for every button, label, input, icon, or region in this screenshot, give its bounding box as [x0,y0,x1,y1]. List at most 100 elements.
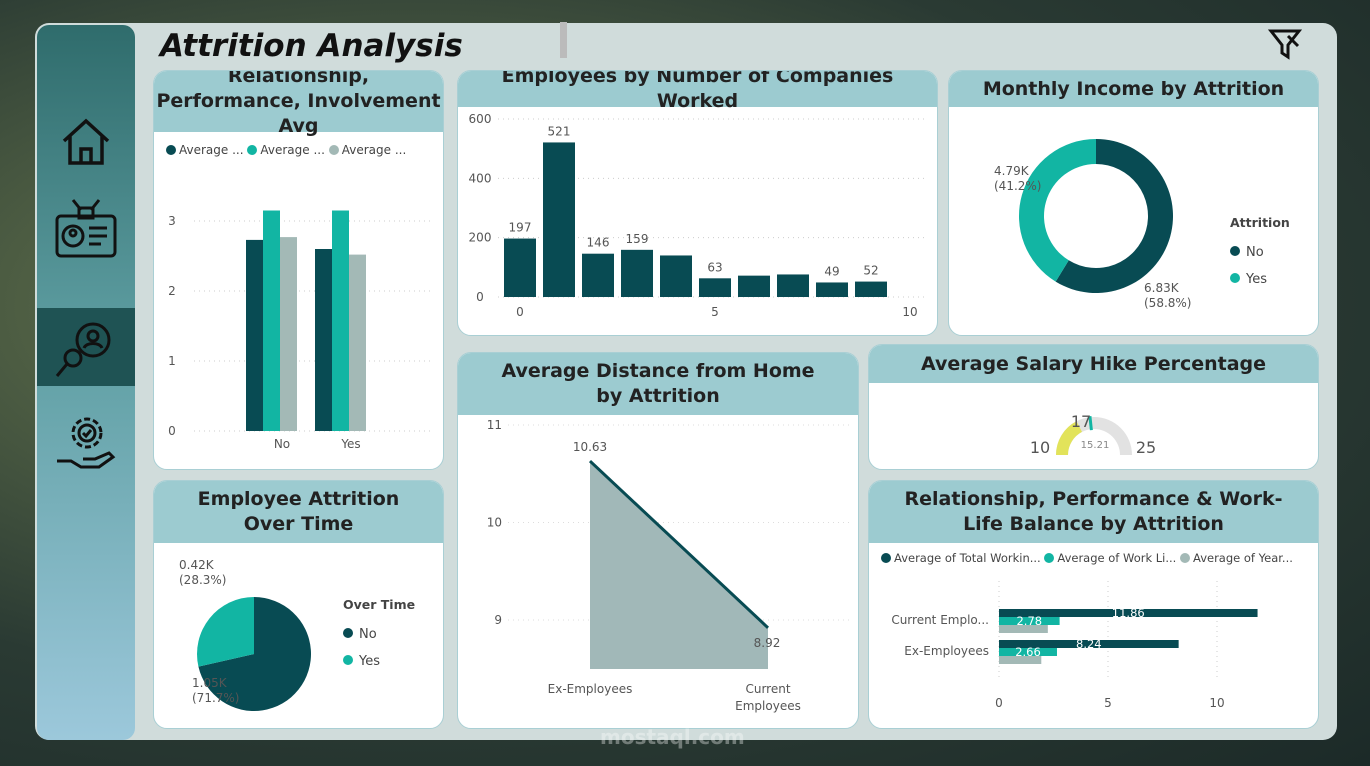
gauge-min-label: 10 [1030,438,1050,457]
slice-percent-label: (58.8%) [1144,296,1191,310]
data-label: 8.24 [1076,637,1102,651]
data-label: 10.63 [573,440,607,454]
data-label: 2.78 [1016,614,1042,628]
bar [999,609,1258,617]
x-tick-label: 0 [516,305,524,319]
legend-dot [881,553,891,563]
pie-slice [198,597,311,711]
nav-home[interactable] [37,103,135,181]
legend-title: Over Time [343,597,415,612]
bar [855,281,887,297]
y-tick-label: Ex-Employees [904,644,989,658]
x-tick-label: 5 [1104,696,1112,710]
x-tick-label: Employees [735,699,801,713]
y-tick-label: 600 [469,112,492,126]
legend-label: Average ... [179,143,244,157]
slice-percent-label: (71.7%) [192,691,239,705]
gauge-max-label: 25 [1136,438,1156,457]
gauge-salary-hike: 10 25 17 15.21 [1030,412,1156,457]
card-salary-hike: Average Salary Hike Percentage 10 25 17 15.… [868,344,1319,470]
x-tick-label: Ex-Employees [548,682,633,696]
data-label: 8.92 [754,636,781,650]
data-label: 197 [509,221,532,235]
data-label: 2.66 [1015,645,1041,659]
legend-dot [1230,246,1240,256]
bar [660,255,692,297]
legend-dot [328,145,339,155]
chart-distance-home: 9 10 11 10.63 8.92 Ex-Employees Current Employe… [487,418,853,713]
bar [621,249,653,297]
slice-value-label: 6.83K [1144,281,1180,295]
y-tick-label: 11 [487,418,502,432]
nav-employee[interactable] [37,190,135,268]
x-tick-label: 0 [995,696,1003,710]
card-companies-worked: Employees by Number of Companies Worked … [457,70,938,336]
y-tick-label: 10 [487,516,502,530]
page-title: Attrition Analysis [160,28,463,64]
card-distance-home: Average Distance from Home by Attrition … [457,352,859,729]
gauge-fill [1056,421,1083,455]
bar [999,648,1057,656]
card-title: Relationship, Performance & Work-Life Ba… [869,481,1318,543]
chart-worklife-balance: 0 5 10 Current Emplo... 11.86 2.78 Ex-Employee… [891,581,1258,710]
bar [738,275,770,297]
chart-monthly-income: 6.83K(58.8%) No 4.79K(41.2%) Yes Attrition [994,139,1290,310]
data-label: 63 [707,260,722,274]
x-tick-label: Current [745,682,790,696]
bar [280,237,297,431]
x-tick-label: 10 [1209,696,1224,710]
bar [543,142,575,297]
legend-label: No [1246,245,1264,260]
bar [332,210,349,431]
slice-percent-label: (28.3%) [179,573,226,587]
bar [263,210,280,431]
legend-dot [166,145,176,155]
bar [699,278,731,297]
gear-hand-icon [57,417,116,469]
bar [999,640,1179,648]
legend-dot [343,628,353,638]
legend-dot [1180,553,1190,563]
id-card-icon [55,199,117,258]
filter-clear-icon[interactable] [1268,28,1302,62]
bar [582,253,614,297]
data-label: 521 [548,124,571,138]
analysis-icon [55,322,111,377]
nav-analysis[interactable] [37,308,135,386]
divider [560,22,567,58]
y-tick-label: 400 [469,171,492,185]
legend-label: Average ... [341,143,407,157]
card-title: Relationship, Performance, Involvement A… [154,71,443,137]
y-tick-label: 2 [168,284,176,298]
gauge-target-label: 17 [1071,412,1091,431]
legend-label: Yes [1245,272,1267,287]
legend-title: Attrition [1230,215,1290,230]
sidebar [37,25,135,740]
card-monthly-income: Monthly Income by Attrition 6.83K (58.8%)… [948,70,1319,336]
x-tick-label: 5 [711,305,719,319]
card-attrition-overtime: Employee Attrition Over Time 1.05K (71.7%… [153,480,444,729]
watermark: mostaql.com [600,725,745,749]
bar [504,238,536,297]
slice-value-label: 1.05K [192,676,228,690]
slice-value-label: 4.79K [994,164,1030,178]
chart-attrition-overtime: 1.05K(71.7%) No 0.42K(28.3%) Yes Over Time [179,558,415,711]
chart-relationship-avg: 0 1 2 3 No Yes [168,210,434,451]
slice-percent-label: (41.2%) [994,179,1041,193]
legend-dot [1044,553,1055,563]
y-tick-label: 9 [494,613,502,627]
bar [816,282,848,297]
bar [999,625,1048,633]
nav-settings[interactable] [37,405,135,483]
y-tick-label: 0 [476,290,484,304]
bar [315,249,332,431]
y-tick-label: 200 [469,231,492,245]
data-label: 49 [824,264,839,278]
card-title: Monthly Income by Attrition [949,71,1318,107]
slice-value-label: 0.42K [179,558,215,572]
x-tick-label: 10 [902,305,917,319]
y-tick-label: 0 [168,424,176,438]
legend-label: Average of Total Workin... [894,551,1041,565]
card-title: Average Distance from Home by Attrition [458,353,858,415]
x-tick-label: Yes [340,437,360,451]
